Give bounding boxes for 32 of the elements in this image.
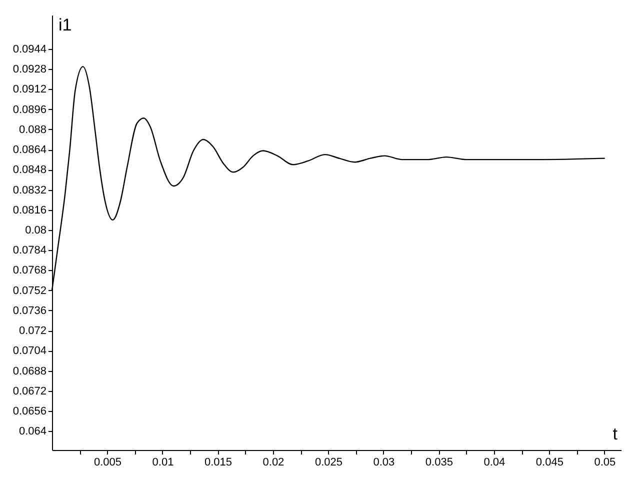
x-tick-label: 0.02 [262, 456, 284, 468]
y-tick-label: 0.0736 [12, 304, 46, 317]
x-tick-label: 0.04 [484, 456, 506, 468]
x-tick-label: 0.05 [594, 456, 616, 468]
y-tick-label: 0.088 [18, 124, 46, 136]
y-tick-label: 0.0784 [12, 244, 46, 257]
y-tick-label: 0.0896 [12, 104, 46, 116]
y-tick-label: 0.0832 [12, 184, 46, 196]
x-tick-label: 0.035 [425, 456, 453, 468]
x-tick-label: 0.025 [314, 456, 342, 468]
y-tick-label: 0.064 [18, 426, 46, 438]
y-tick-label: 0.0848 [12, 164, 46, 176]
y-tick-label: 0.0688 [12, 365, 46, 378]
y-tick-label: 0.0816 [12, 204, 46, 216]
x-tick-label: 0.045 [536, 456, 564, 468]
x-tick-label: 0.005 [94, 456, 122, 468]
y-tick-label: 0.072 [18, 325, 46, 338]
x-tick-label: 0.01 [152, 456, 174, 468]
y-tick-label: 0.0944 [12, 43, 46, 56]
x-axis-title: t [612, 424, 618, 444]
y-tick-label: 0.0912 [12, 84, 46, 96]
x-tick-label: 0.015 [204, 456, 232, 468]
y-tick-label: 0.0704 [12, 345, 46, 358]
y-tick-label: 0.0768 [12, 264, 46, 277]
y-tick-label: 0.08 [25, 224, 46, 236]
y-tick-label: 0.0928 [12, 64, 46, 76]
y-tick-label: 0.0864 [12, 144, 46, 156]
y-tick-label: 0.0752 [12, 284, 46, 297]
y-axis-title: i1 [58, 16, 72, 34]
y-tick-label: 0.0672 [12, 385, 46, 398]
y-tick-label: 0.0656 [12, 406, 46, 418]
x-tick-label: 0.03 [373, 456, 395, 468]
